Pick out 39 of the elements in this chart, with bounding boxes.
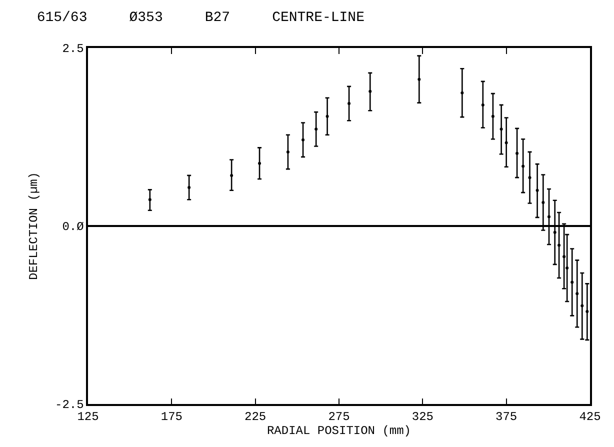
point: [314, 128, 318, 131]
y-tick-label: 0.Ø: [62, 220, 84, 234]
point: [148, 198, 152, 202]
x-tick-label: 225: [244, 410, 266, 424]
x-tick-label: 125: [77, 410, 99, 424]
point: [418, 78, 421, 81]
point: [460, 91, 464, 94]
x-tick-label: 175: [160, 410, 182, 424]
point: [481, 103, 484, 106]
point: [542, 201, 545, 204]
point: [504, 141, 508, 144]
point: [566, 266, 569, 270]
x-tick-label: 375: [496, 410, 518, 424]
x-tick-label: 325: [412, 410, 434, 424]
point: [562, 255, 566, 258]
x-tick-label: 425: [579, 410, 601, 424]
point: [553, 230, 556, 234]
point: [528, 176, 532, 180]
point: [558, 244, 561, 247]
point: [516, 152, 519, 155]
point: [586, 310, 589, 313]
y-tick-label: -2.5: [55, 398, 84, 412]
point: [580, 304, 584, 308]
point: [522, 164, 525, 168]
point: [500, 128, 503, 131]
point: [548, 215, 550, 218]
point: [368, 90, 372, 93]
y-tick-label: 2.5: [62, 42, 84, 56]
point: [326, 114, 329, 118]
point: [570, 280, 574, 284]
point: [230, 174, 234, 177]
x-tick-label: 275: [328, 410, 350, 424]
x-axis-title: RADIAL POSITION (mm): [266, 424, 412, 438]
point: [188, 186, 191, 190]
point: [491, 114, 494, 118]
point: [536, 188, 539, 192]
chart-title: 615/63 Ø353 B27 CENTRE-LINE: [36, 10, 364, 26]
y-axis-title: DEFLECTION (µm): [26, 172, 41, 280]
point: [576, 292, 579, 296]
